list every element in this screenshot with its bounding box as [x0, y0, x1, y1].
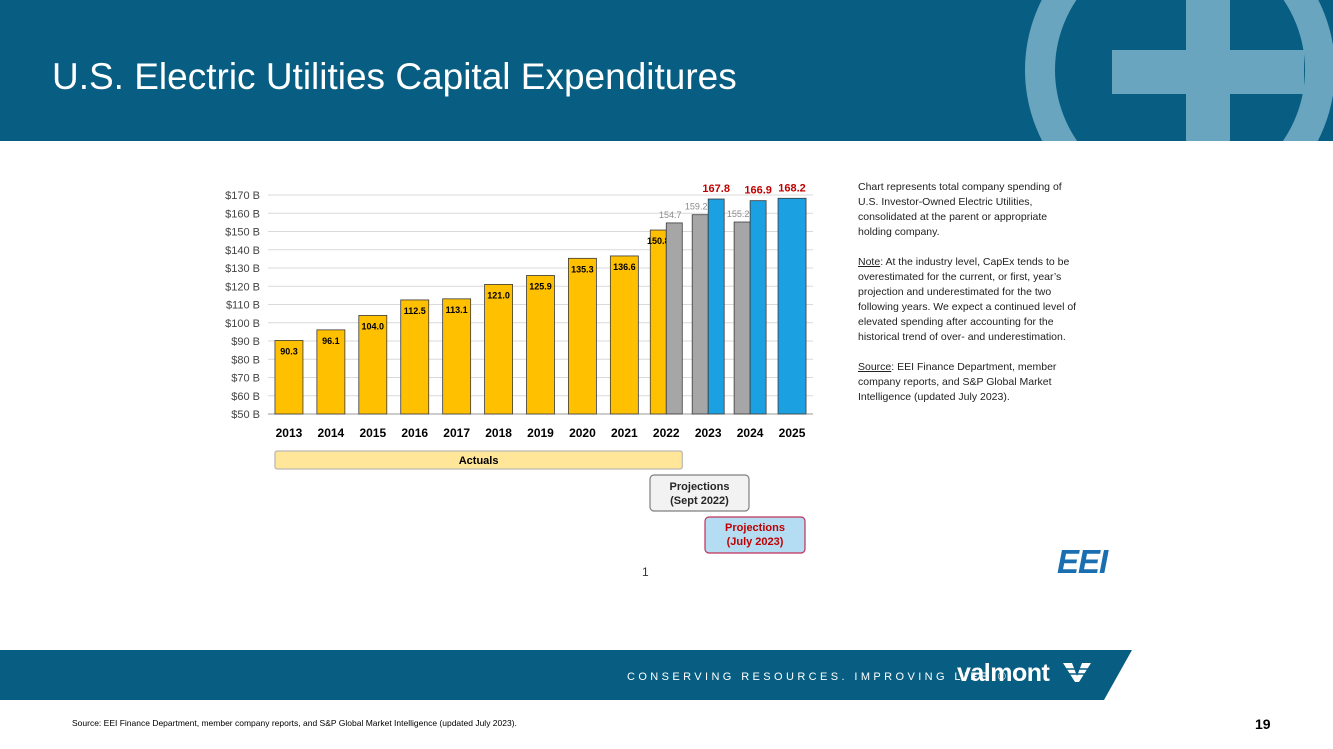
y-tick-label: $130 B [225, 263, 260, 275]
july-data-label: 168.2 [778, 182, 806, 194]
x-tick-label: 2014 [318, 426, 345, 440]
sept-data-label: 154.7 [659, 210, 682, 220]
projection-sept-bar [691, 214, 709, 415]
y-tick-label: $80 B [231, 354, 260, 366]
plus-circle-logo-icon [1025, 0, 1333, 141]
y-tick-label: $160 B [225, 208, 260, 220]
x-tick-label: 2016 [401, 426, 428, 440]
footer-band [0, 650, 1132, 700]
legend-sept-label: Projections [670, 481, 730, 493]
x-tick-label: 2021 [611, 426, 638, 440]
y-tick-label: $100 B [225, 318, 260, 330]
x-tick-label: 2017 [443, 426, 470, 440]
valmont-v-icon [1063, 663, 1091, 682]
projection-july-bar [749, 200, 767, 415]
x-tick-label: 2015 [359, 426, 386, 440]
note-text: : At the industry level, CapEx tends to … [858, 256, 1077, 343]
y-tick-label: $70 B [231, 373, 260, 385]
source-label: Source [858, 361, 892, 373]
actuals-bar [484, 284, 513, 415]
notes-source: Source: EEI Finance Department, member c… [858, 360, 1078, 405]
projection-sept-bar [665, 222, 683, 415]
legend-july-label: Projections [725, 522, 785, 534]
x-tick-label: 2013 [276, 426, 303, 440]
legend-sept-box [649, 474, 750, 512]
notes-note: Note: At the industry level, CapEx tends… [858, 255, 1078, 345]
actuals-data-label: 90.3 [280, 346, 298, 356]
actuals-bar [442, 298, 472, 415]
actuals-data-label: 136.6 [613, 262, 636, 272]
actuals-data-label: 104.0 [362, 321, 385, 331]
july-data-label: 167.8 [702, 183, 730, 195]
y-tick-label: $110 B [226, 300, 260, 312]
legend-actuals-box [274, 450, 683, 470]
actuals-data-label: 150.8 [647, 236, 670, 246]
x-tick-label: 2020 [569, 426, 596, 440]
legend-july-box [704, 516, 806, 554]
actuals-bar [274, 340, 304, 415]
y-tick-label: $50 B [231, 409, 260, 421]
july-data-label: 166.9 [744, 185, 772, 197]
actuals-bar [358, 315, 388, 415]
y-tick-label: $140 B [225, 245, 260, 257]
y-tick-label: $170 B [225, 190, 260, 202]
actuals-data-label: 125.9 [529, 281, 552, 291]
legend-actuals-label: Actuals [459, 455, 499, 467]
actuals-bar [526, 275, 555, 415]
header-banner: U.S. Electric Utilities Capital Expendit… [0, 0, 1333, 141]
projection-sept-bar [733, 221, 751, 415]
x-tick-label: 2025 [779, 426, 806, 440]
projection-july-bar [777, 197, 807, 415]
actuals-data-label: 112.5 [404, 306, 426, 316]
actuals-bar [568, 257, 597, 415]
actuals-data-label: 113.1 [446, 305, 468, 315]
legend-sept-label: (Sept 2022) [670, 495, 729, 507]
slide-number: 19 [1255, 716, 1271, 732]
note-label: Note [858, 256, 881, 268]
x-tick-label: 2019 [527, 426, 554, 440]
y-tick-label: $60 B [231, 391, 260, 403]
source-text: : EEI Finance Department, member company… [858, 361, 1057, 403]
x-tick-label: 2024 [737, 426, 764, 440]
footer-tagline: CONSERVING RESOURCES. IMPROVING LIFE.® [627, 671, 1010, 683]
chart-notes: Chart represents total company spending … [858, 180, 1078, 420]
legend-july-label: (July 2023) [727, 536, 784, 548]
actuals-data-label: 96.1 [322, 336, 340, 346]
x-tick-label: 2018 [485, 426, 512, 440]
actuals-data-label: 135.3 [571, 264, 594, 274]
x-tick-label: 2023 [695, 426, 722, 440]
actuals-bar [609, 255, 639, 415]
sept-data-label: 155.2 [727, 209, 750, 219]
notes-description: Chart represents total company spending … [858, 181, 1062, 238]
capex-bar-chart: $50 B $60 B $70 B $80 B $90 B $100 B $110 B $12… [225, 182, 813, 554]
projection-july-bar [707, 198, 725, 415]
actuals-bar [316, 329, 346, 415]
y-tick-label: $120 B [225, 281, 260, 293]
y-tick-label: $150 B [225, 227, 260, 239]
actuals-data-label: 121.0 [487, 290, 510, 300]
x-tick-label: 2022 [653, 426, 680, 440]
footer-source: Source: EEI Finance Department, member c… [72, 718, 517, 728]
actuals-bar [400, 299, 430, 415]
page-title: U.S. Electric Utilities Capital Expendit… [52, 56, 737, 97]
actuals-bar [649, 229, 667, 415]
eei-logo: EEI [1057, 543, 1108, 580]
y-tick-label: $90 B [231, 336, 260, 348]
valmont-logo: valmont [957, 659, 1050, 687]
chart-page-number: 1 [642, 565, 649, 579]
sept-data-label: 159.2 [685, 202, 708, 212]
